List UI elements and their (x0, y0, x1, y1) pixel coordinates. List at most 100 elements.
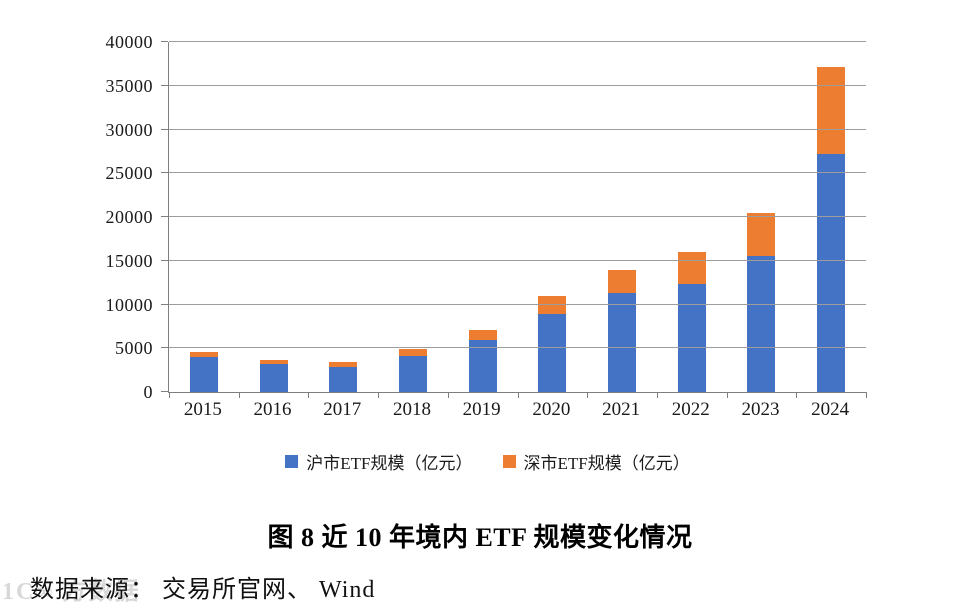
y-tick-label: 10000 (105, 294, 153, 315)
gridline (169, 128, 866, 130)
bar-segment-shanghai-2015 (189, 357, 218, 392)
bar-segment-shanghai-2023 (747, 256, 776, 392)
y-tick-label: 20000 (105, 207, 153, 227)
x-tick-label-2022: 2022 (671, 399, 710, 420)
x-axis-tick (308, 392, 310, 398)
gridline (169, 41, 866, 42)
bar-stack-2015 (189, 352, 218, 392)
bar-segment-shanghai-2021 (608, 293, 637, 392)
y-tick-label: 15000 (105, 250, 153, 271)
gridline (169, 172, 866, 174)
bar-stack-2017 (329, 362, 358, 392)
legend-label: 沪市ETF规模（亿元） (306, 454, 473, 473)
bar-stack-2016 (259, 359, 288, 392)
figure-caption: 图 8 近 10 年境内 ETF 规模变化情况 (267, 523, 693, 552)
gridline (169, 216, 866, 217)
x-tick-label-2018: 2018 (392, 399, 431, 420)
x-axis-tick (447, 392, 449, 398)
bars-layer (169, 42, 866, 392)
x-axis-tick (866, 392, 867, 398)
bar-group-2016 (239, 42, 309, 392)
x-axis-tick (656, 392, 658, 398)
bar-group-2023 (727, 42, 797, 392)
bar-segment-shanghai-2024 (817, 154, 846, 392)
x-axis-tick (587, 392, 589, 398)
y-axis-tick (161, 84, 168, 86)
y-tick-label: 35000 (105, 75, 153, 96)
bar-group-2022 (657, 42, 727, 392)
watermark: 1C∞ 方数据 (2, 579, 141, 605)
y-tick-label: 5000 (115, 338, 153, 359)
bar-segment-shenzhen-2020 (538, 295, 567, 315)
y-axis-tick (161, 172, 168, 174)
y-axis-tick (161, 41, 168, 42)
x-axis-tick (796, 392, 798, 398)
gridline (169, 259, 866, 261)
y-tick-label: 0 (143, 382, 153, 402)
bar-segment-shanghai-2016 (259, 364, 288, 392)
gridline (169, 347, 866, 349)
bar-group-2015 (169, 42, 239, 392)
legend-item-shanghai: 沪市ETF规模（亿元） (285, 449, 473, 474)
bar-group-2024 (796, 42, 866, 392)
legend-label: 深市ETF规模（亿元） (523, 454, 690, 473)
x-axis-tick (378, 392, 380, 398)
data-source: 数据来源： 交易所官网、 Wind (30, 577, 376, 603)
x-tick-label-2021: 2021 (602, 399, 641, 420)
bar-segment-shenzhen-2018 (398, 349, 427, 357)
gridline (169, 84, 866, 86)
legend-swatch-icon (285, 455, 299, 468)
bar-segment-shenzhen-2024 (817, 66, 846, 154)
bar-segment-shenzhen-2017 (329, 362, 358, 367)
bar-segment-shenzhen-2023 (747, 212, 776, 257)
y-axis-tick (161, 391, 168, 392)
bar-segment-shanghai-2020 (538, 314, 567, 392)
x-tick-label-2019: 2019 (462, 399, 501, 420)
bar-stack-2022 (677, 252, 706, 392)
y-axis-tick (161, 259, 168, 261)
y-axis-tick (161, 347, 168, 349)
bar-stack-2019 (468, 329, 497, 392)
bar-segment-shenzhen-2016 (259, 359, 288, 365)
y-axis-tick (161, 128, 168, 130)
legend-swatch-icon (502, 455, 516, 468)
x-tick-label-2024: 2024 (811, 399, 850, 420)
x-axis-tick (238, 392, 240, 398)
bar-stack-2023 (747, 212, 776, 392)
bar-group-2018 (378, 42, 448, 392)
bar-stack-2024 (817, 66, 846, 392)
x-axis-tick (517, 392, 519, 398)
bar-stack-2021 (608, 269, 637, 392)
y-axis-labels: 0 5000 10000 15000 20000 25000 30000 35000 40000 (0, 33, 160, 401)
x-axis-labels: 2015 2016 2017 2018 2019 2020 2021 2022 2023 2024 (168, 399, 865, 421)
bar-stack-2018 (398, 349, 427, 392)
bar-group-2019 (448, 42, 518, 392)
bar-segment-shanghai-2022 (677, 283, 706, 392)
bar-segment-shenzhen-2019 (468, 329, 497, 340)
x-tick-label-2020: 2020 (532, 399, 571, 420)
bar-segment-shenzhen-2015 (189, 352, 218, 358)
bar-group-2020 (518, 42, 588, 392)
plot-area (161, 41, 867, 398)
bar-segment-shenzhen-2022 (677, 252, 706, 284)
bar-group-2021 (587, 42, 657, 392)
bar-segment-shanghai-2019 (468, 339, 497, 392)
legend-item-shenzhen: 深市ETF规模（亿元） (502, 449, 690, 474)
x-tick-label-2015: 2015 (183, 399, 222, 420)
y-tick-label: 40000 (105, 32, 153, 52)
bar-segment-shanghai-2018 (398, 356, 427, 392)
y-axis-tick (161, 216, 168, 217)
bar-group-2017 (308, 42, 378, 392)
y-tick-label: 30000 (105, 119, 153, 140)
x-tick-label-2023: 2023 (741, 399, 780, 420)
gridline (169, 303, 866, 305)
x-axis-tick (726, 392, 728, 398)
x-tick-label-2016: 2016 (253, 399, 292, 420)
y-tick-label: 25000 (105, 163, 153, 184)
chart-legend: 沪市ETF规模（亿元） 深市ETF规模（亿元） (0, 449, 975, 474)
bar-segment-shenzhen-2021 (608, 269, 637, 294)
bar-segment-shanghai-2017 (329, 366, 358, 392)
x-axis-tick (169, 392, 170, 398)
bar-stack-2020 (538, 295, 567, 392)
